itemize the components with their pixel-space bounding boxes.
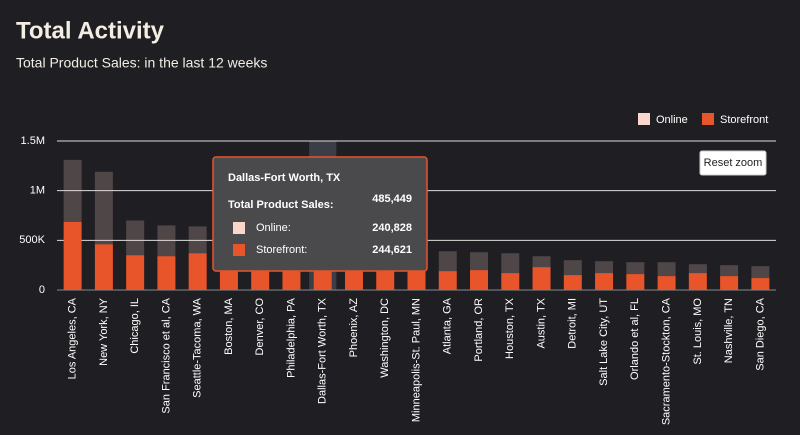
- bar-segment: [94, 244, 113, 290]
- bar-segment: [720, 265, 739, 277]
- bar-segment: [94, 171, 113, 245]
- bar-segment: [438, 251, 457, 272]
- y-tick-label: 1.5M: [21, 135, 45, 147]
- bar-segment: [657, 262, 676, 277]
- tooltip-bg: [212, 156, 428, 272]
- x-tick-label: Orlando et al, FL: [629, 298, 641, 380]
- bar-segment: [313, 265, 332, 290]
- bar-segment: [751, 278, 770, 290]
- legend-swatch: [638, 113, 650, 125]
- y-tick-label: 0: [39, 284, 45, 296]
- bar-segment: [563, 275, 582, 290]
- x-tick-label: Detroit, MI: [567, 298, 579, 349]
- chart-subtitle: Total Product Sales: in the last 12 week…: [16, 55, 267, 71]
- bar-segment: [407, 268, 426, 290]
- bar-segment: [157, 256, 176, 290]
- y-tick-label: 500K: [19, 234, 45, 246]
- button-bg: [699, 150, 767, 176]
- x-tick-label: Portland, OR: [473, 298, 485, 362]
- bar-segment: [63, 159, 82, 222]
- x-tick-label: Boston, MA: [223, 297, 235, 355]
- tooltip-total-label: Total Product Sales:: [228, 199, 334, 211]
- y-tick-label: 1M: [30, 185, 45, 197]
- bar-segment: [626, 262, 645, 275]
- button-label: Reset zoom: [704, 157, 763, 169]
- x-tick-label: Los Angeles, CA: [67, 297, 79, 379]
- bar-segment: [501, 253, 520, 274]
- x-tick-label: Houston, TX: [504, 297, 516, 359]
- x-tick-label: New York, NY: [98, 297, 110, 366]
- x-tick-label: Denver, CO: [254, 298, 266, 356]
- bar-segment: [532, 267, 551, 290]
- bar-segment: [595, 261, 614, 274]
- tooltip-title: Dallas-Fort Worth, TX: [228, 172, 341, 184]
- bar-segment: [751, 266, 770, 279]
- reset-zoom-button[interactable]: Reset zoom: [699, 150, 767, 176]
- bar-segment: [563, 260, 582, 276]
- x-tick-label: Minneapolis-St. Paul, MN: [410, 298, 422, 422]
- tooltip-item-value: 244,621: [372, 244, 412, 256]
- bar-segment: [501, 273, 520, 290]
- tooltip-total: 485,449: [372, 193, 412, 205]
- legend-swatch: [702, 113, 714, 125]
- x-tick-label: Atlanta, GA: [442, 297, 454, 354]
- x-tick-label: Washington, DC: [379, 298, 391, 378]
- tooltip-item-value: 240,828: [372, 222, 412, 234]
- tooltip-item-label: Storefront:: [256, 244, 307, 256]
- x-tick-label: Philadelphia, PA: [285, 297, 297, 378]
- bar-segment: [126, 255, 145, 290]
- tooltip: Dallas-Fort Worth, TX Total Product Sales…: [212, 156, 428, 272]
- x-tick-label: Phoenix, AZ: [348, 298, 360, 358]
- chart-title: Total Activity: [16, 17, 165, 44]
- x-tick-label: Seattle-Tacoma, WA: [192, 297, 204, 398]
- bar-segment: [188, 226, 207, 254]
- x-tick-label: Nashville, TN: [723, 298, 735, 363]
- bar-segment: [626, 274, 645, 290]
- tooltip-item-label: Online:: [256, 222, 291, 234]
- x-tick-label: Dallas-Fort Worth, TX: [317, 297, 329, 404]
- bar-segment: [470, 270, 489, 290]
- x-tick-label: St. Louis, MO: [692, 298, 704, 365]
- x-tick-label: San Diego, CA: [754, 297, 766, 370]
- tooltip-swatch: [233, 222, 245, 234]
- bar-segment: [188, 253, 207, 290]
- x-tick-label: Sacramento-Stockton, CA: [660, 297, 672, 425]
- legend-label: Online: [656, 114, 688, 126]
- bar-segment: [376, 267, 395, 290]
- bar-segment: [126, 220, 145, 256]
- bar-segment: [688, 264, 707, 274]
- x-tick-label: Salt Lake City, UT: [598, 298, 610, 386]
- bar-segment: [157, 225, 176, 257]
- bar-segment: [470, 252, 489, 271]
- x-tick-label: Chicago, IL: [129, 298, 141, 354]
- x-tick-label: San Francisco et al, CA: [160, 297, 172, 413]
- bar-segment: [438, 271, 457, 290]
- bar-segment: [720, 276, 739, 290]
- bar-segment: [532, 256, 551, 268]
- bar-segment: [595, 273, 614, 290]
- legend-label: Storefront: [720, 114, 768, 126]
- bar-segment: [63, 221, 82, 290]
- bar-segment: [688, 273, 707, 290]
- bar-segment: [657, 276, 676, 290]
- tooltip-swatch: [233, 244, 245, 256]
- x-tick-label: Austin, TX: [535, 297, 547, 348]
